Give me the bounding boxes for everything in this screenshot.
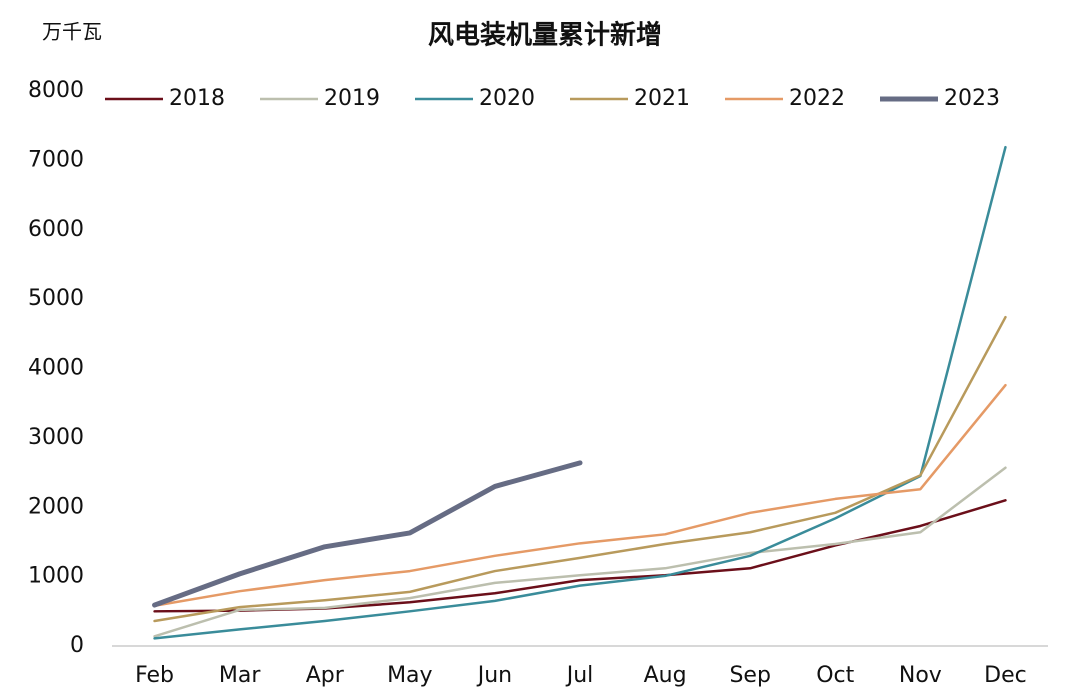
x-tick-label: Sep: [729, 663, 770, 688]
x-tick-label: Dec: [984, 663, 1027, 688]
x-tick-label: Mar: [219, 663, 261, 688]
y-tick-label: 6000: [28, 217, 84, 242]
legend-label: 2022: [789, 86, 845, 111]
y-tick-label: 2000: [28, 494, 84, 519]
y-tick-label: 5000: [28, 286, 84, 311]
x-tick-label: Apr: [306, 663, 345, 688]
x-tick-label: Aug: [644, 663, 687, 688]
x-tick-label: Oct: [816, 663, 854, 688]
y-tick-label: 3000: [28, 425, 84, 450]
legend-label: 2023: [944, 86, 1000, 111]
series-line: [152, 460, 583, 608]
series-line: [153, 145, 1007, 640]
y-tick-label: 1000: [28, 564, 84, 589]
series-line: [153, 383, 1007, 608]
x-tick-label: Jul: [565, 663, 594, 688]
legend-label: 2020: [479, 86, 535, 111]
y-tick-label: 7000: [28, 147, 84, 172]
series-line: [153, 466, 1007, 638]
y-tick-label: 4000: [28, 356, 84, 381]
series-line: [153, 499, 1007, 613]
y-tick-label: 8000: [28, 78, 84, 103]
chart-title: 风电装机量累计新增: [428, 20, 662, 51]
x-tick-label: Jun: [476, 663, 512, 688]
y-tick-label: 0: [70, 633, 84, 658]
legend-label: 2018: [169, 86, 225, 111]
y-axis-label: 万千瓦: [42, 20, 102, 44]
x-tick-label: May: [387, 663, 432, 688]
legend-label: 2021: [634, 86, 690, 111]
legend-label: 2019: [324, 86, 380, 111]
x-tick-label: Feb: [135, 663, 174, 688]
series-line: [153, 315, 1007, 623]
x-tick-label: Nov: [899, 663, 942, 688]
